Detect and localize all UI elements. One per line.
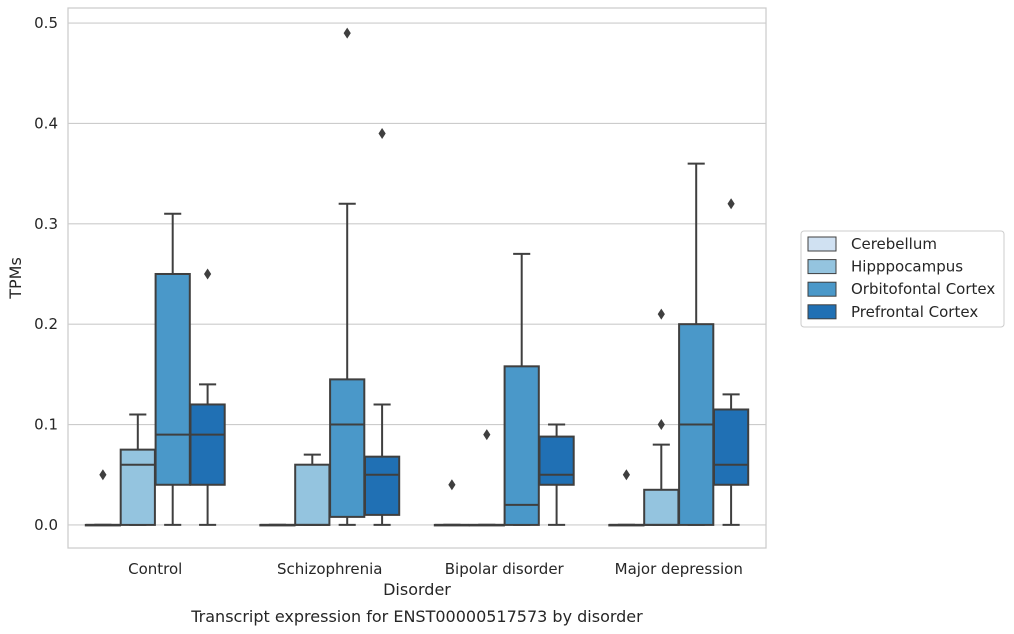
box-group	[363, 127, 401, 526]
box-body	[294, 463, 331, 526]
box-body	[154, 272, 191, 486]
box-group	[259, 523, 296, 527]
x-tick-label: Schizophrenia	[277, 560, 382, 578]
y-tick-labels: 0.0 0.1 0.2 0.3 0.4 0.5	[34, 14, 58, 534]
box-group	[712, 198, 750, 526]
outlier-point	[657, 308, 665, 320]
legend: Cerebellum Hipppocampus Orbitofontal Corte…	[800, 230, 1005, 328]
x-tick-labels: Control Schizophrenia Bipolar disorder Majo…	[128, 560, 743, 578]
x-tick-label: Major depression	[615, 560, 743, 578]
box-body	[119, 448, 156, 526]
box-body	[189, 403, 226, 486]
box-body	[503, 365, 540, 526]
box-body	[538, 435, 575, 486]
box-group	[468, 429, 505, 527]
y-tick-label: 0.0	[34, 516, 58, 534]
outlier-point	[343, 27, 351, 39]
outlier-point	[727, 198, 735, 210]
outlier-point	[378, 127, 386, 139]
box-group	[643, 308, 680, 526]
x-tick-label: Control	[128, 560, 182, 578]
y-tick-label: 0.3	[34, 215, 58, 233]
box-group	[538, 423, 575, 526]
box-body	[329, 378, 366, 518]
box-group	[119, 413, 156, 526]
y-tick-label: 0.1	[34, 416, 58, 434]
box-group	[294, 453, 331, 526]
legend-items: Cerebellum Hipppocampus Orbitofontal Corte…	[807, 235, 995, 321]
box-body	[712, 408, 750, 486]
boxes	[84, 27, 750, 527]
legend-label: Prefrontal Cortex	[851, 303, 978, 321]
y-axis-label: TPMs	[6, 257, 25, 300]
legend-swatch	[807, 304, 837, 320]
legend-swatch	[807, 281, 837, 297]
legend-label: Cerebellum	[851, 235, 937, 253]
legend-swatch	[807, 236, 837, 252]
x-tick-label: Bipolar disorder	[445, 560, 565, 578]
legend-swatch	[807, 259, 837, 275]
x-axis-label: Disorder	[383, 580, 451, 599]
legend-frame	[800, 230, 1005, 328]
outlier-point	[99, 469, 107, 481]
y-tick-label: 0.2	[34, 315, 58, 333]
box-group	[189, 268, 226, 526]
y-tick-label: 0.5	[34, 14, 58, 32]
outlier-point	[622, 469, 630, 481]
outlier-point	[204, 268, 212, 280]
box-group	[329, 27, 366, 526]
outlier-point	[657, 419, 665, 431]
y-tick-label: 0.4	[34, 114, 58, 132]
box-body	[363, 455, 401, 516]
outlier-point	[483, 429, 491, 441]
box-group	[154, 212, 191, 526]
chart-caption: Transcript expression for ENST0000051757…	[190, 607, 643, 626]
box-body	[643, 488, 680, 526]
outlier-point	[448, 479, 456, 491]
legend-label: Orbitofontal Cortex	[851, 280, 995, 298]
legend-label: Hipppocampus	[851, 258, 963, 276]
